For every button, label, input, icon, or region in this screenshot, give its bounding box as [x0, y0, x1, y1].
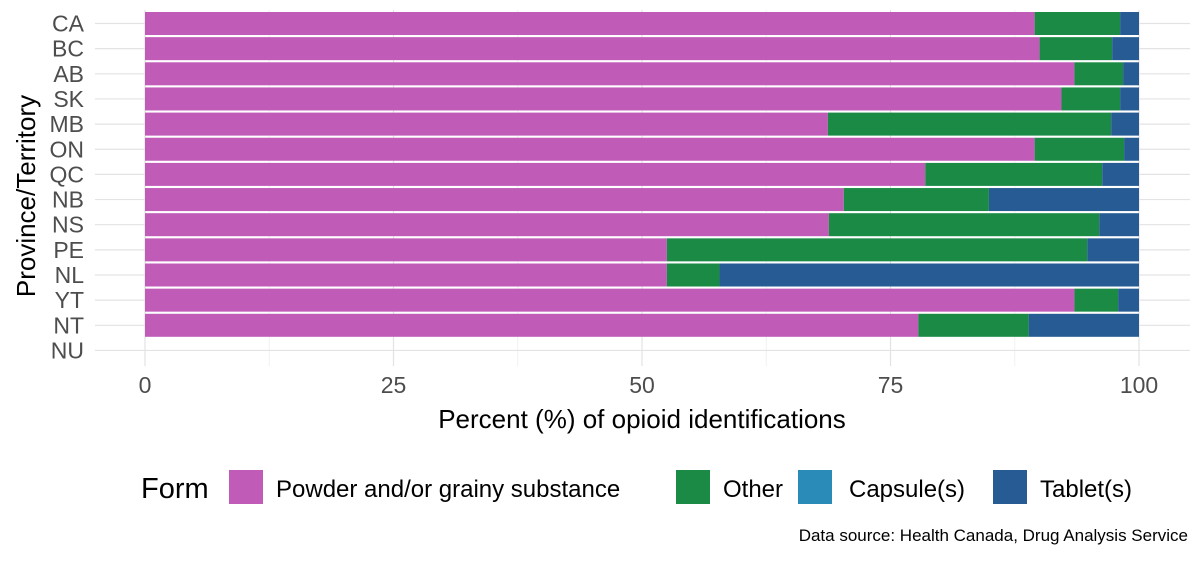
x-tick-label: 0	[139, 372, 152, 398]
legend-label: Capsule(s)	[849, 476, 965, 503]
y-tick-label: NS	[52, 212, 84, 238]
x-axis-title: Percent (%) of opioid identifications	[438, 404, 846, 434]
legend-title: Form	[141, 473, 209, 505]
bar-mb-other	[827, 112, 1112, 136]
bar-sk-powder-and-or-grainy-substance	[145, 87, 1062, 111]
bar-mb-tablet-s	[1111, 112, 1139, 136]
bar-ca-tablet-s	[1120, 12, 1139, 35]
y-axis-title: Province/Territory	[11, 95, 41, 297]
legend-key-powder-and-or-grainy-substance	[229, 470, 263, 504]
bar-pe-powder-and-or-grainy-substance	[145, 238, 667, 262]
bar-on-tablet-s	[1124, 137, 1139, 161]
y-tick-label: SK	[53, 86, 84, 112]
y-tick-label: NB	[52, 187, 84, 213]
x-tick-label: 100	[1120, 372, 1158, 398]
y-tick-label: AB	[53, 61, 84, 87]
bar-bc-tablet-s	[1112, 37, 1139, 61]
x-tick-label: 50	[629, 372, 655, 398]
legend-label: Other	[723, 476, 783, 503]
bar-qc-other	[925, 162, 1103, 186]
bar-ns-tablet-s	[1099, 213, 1139, 237]
bar-nt-other	[918, 313, 1029, 337]
bar-sk-other	[1061, 87, 1121, 111]
bar-sk-tablet-s	[1120, 87, 1139, 111]
bar-yt-other	[1074, 288, 1119, 312]
bar-nb-tablet-s	[988, 188, 1139, 212]
bar-ns-other	[828, 213, 1100, 237]
bar-on-powder-and-or-grainy-substance	[145, 137, 1035, 161]
bar-mb-powder-and-or-grainy-substance	[145, 112, 828, 136]
x-tick-labels: 0 25 50 75 100	[139, 372, 1159, 398]
legend-label: Powder and/or grainy substance	[276, 476, 620, 503]
bar-yt-tablet-s	[1118, 288, 1139, 312]
legend-key-other	[676, 470, 710, 504]
y-tick-label: ON	[50, 136, 85, 162]
legend: Form Powder and/or grainy substance Other…	[141, 470, 1132, 505]
bar-bc-powder-and-or-grainy-substance	[145, 37, 1040, 61]
bar-nb-powder-and-or-grainy-substance	[145, 188, 844, 212]
bar-bc-other	[1039, 37, 1113, 61]
y-tick-label: NU	[51, 337, 84, 363]
bar-yt-powder-and-or-grainy-substance	[145, 288, 1075, 312]
y-tick-label: NT	[53, 312, 84, 338]
legend-label: Tablet(s)	[1040, 476, 1132, 503]
y-tick-label: YT	[55, 287, 84, 313]
bar-qc-powder-and-or-grainy-substance	[145, 162, 926, 186]
y-tick-label: NL	[55, 262, 85, 288]
bar-nl-other	[666, 263, 720, 287]
legend-key-capsule-s	[798, 470, 832, 504]
bar-ns-powder-and-or-grainy-substance	[145, 213, 829, 237]
y-tick-label: PE	[53, 237, 84, 263]
y-tick-label: QC	[50, 161, 85, 187]
bar-layer	[145, 12, 1139, 337]
bar-nb-other	[843, 188, 989, 212]
bar-nt-powder-and-or-grainy-substance	[145, 313, 919, 337]
data-source-note: Data source: Health Canada, Drug Analysi…	[798, 526, 1188, 545]
bar-ab-tablet-s	[1123, 62, 1139, 86]
x-tick-label: 75	[878, 372, 904, 398]
bar-nl-tablet-s	[719, 263, 1139, 287]
bar-nl-powder-and-or-grainy-substance	[145, 263, 667, 287]
bar-pe-tablet-s	[1087, 238, 1139, 262]
bar-nt-tablet-s	[1028, 313, 1139, 337]
bar-pe-other	[666, 238, 1088, 262]
x-tick-label: 25	[381, 372, 407, 398]
bar-ab-powder-and-or-grainy-substance	[145, 62, 1075, 86]
y-tick-label: BC	[52, 36, 84, 62]
bar-ca-powder-and-or-grainy-substance	[145, 12, 1035, 35]
bar-on-other	[1034, 137, 1125, 161]
y-tick-label: MB	[50, 111, 85, 137]
legend-key-tablet-s	[993, 470, 1027, 504]
bar-ca-other	[1034, 12, 1121, 35]
bar-ab-other	[1074, 62, 1124, 86]
bar-qc-tablet-s	[1102, 162, 1139, 186]
y-tick-label: CA	[52, 11, 85, 37]
